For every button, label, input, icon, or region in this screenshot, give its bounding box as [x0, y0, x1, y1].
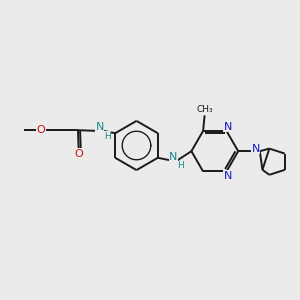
Text: N: N: [251, 144, 260, 154]
Text: H: H: [178, 161, 184, 170]
Text: N: N: [224, 122, 232, 132]
Text: N: N: [95, 122, 104, 132]
Text: O: O: [37, 125, 46, 135]
Text: H: H: [104, 132, 110, 141]
Text: O: O: [74, 148, 83, 159]
Text: N: N: [224, 171, 232, 181]
Text: N: N: [169, 152, 178, 162]
Text: CH₃: CH₃: [196, 105, 213, 114]
